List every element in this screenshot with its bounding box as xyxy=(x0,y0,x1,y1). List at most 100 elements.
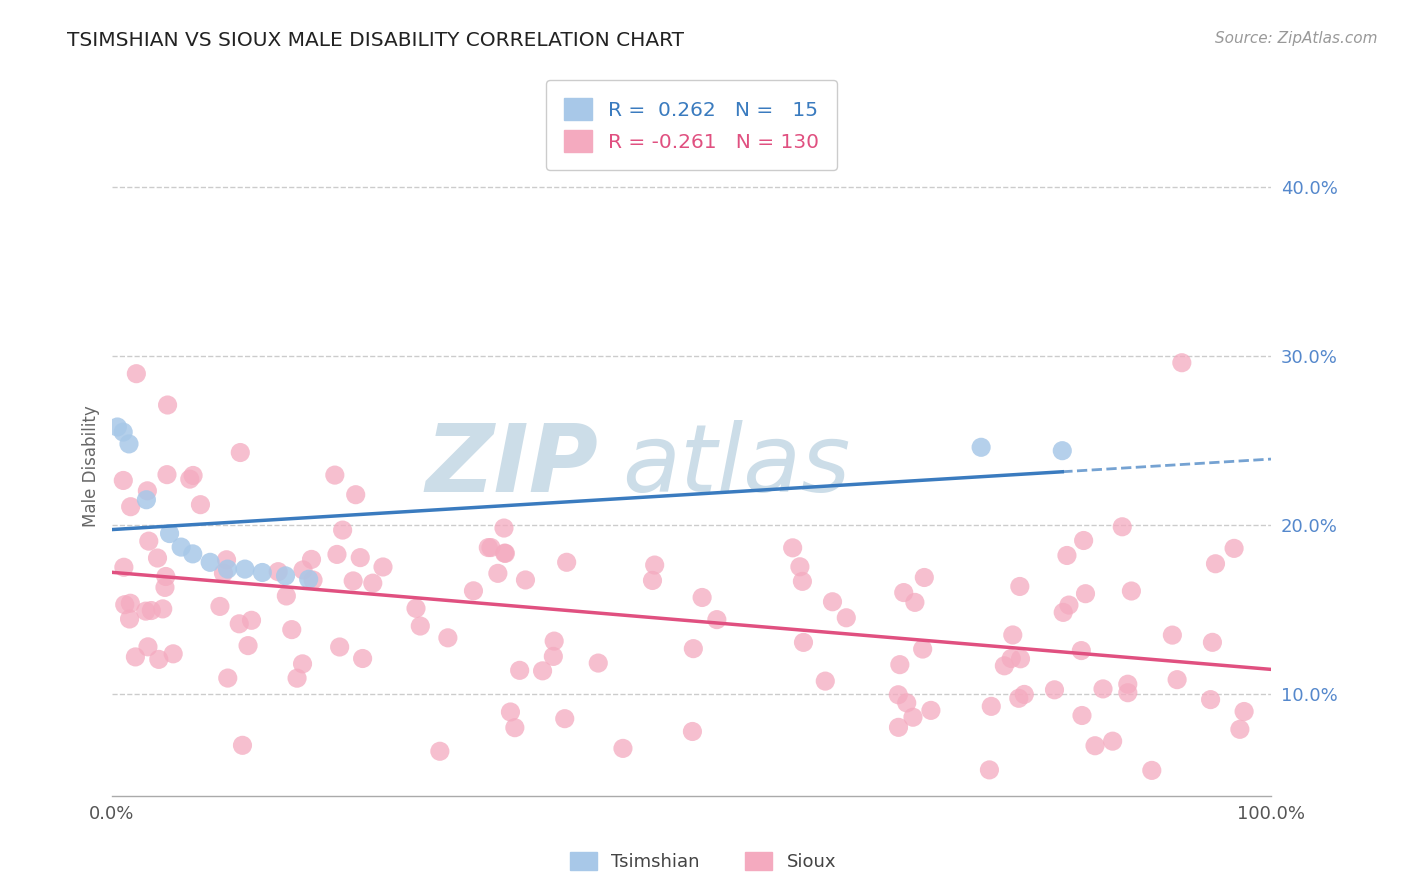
Point xyxy=(1201,635,1223,649)
Point xyxy=(911,642,934,657)
Point xyxy=(792,635,814,649)
Point xyxy=(292,563,315,577)
Point xyxy=(361,576,384,591)
Point xyxy=(1001,628,1024,642)
Point xyxy=(531,664,554,678)
Point xyxy=(980,699,1002,714)
Legend: R =  0.262   N =   15, R = -0.261   N = 130: R = 0.262 N = 15, R = -0.261 N = 130 xyxy=(546,80,837,170)
Point xyxy=(323,468,346,483)
Point xyxy=(554,712,576,726)
Point xyxy=(1073,533,1095,548)
Point xyxy=(893,585,915,599)
Point xyxy=(789,559,811,574)
Point xyxy=(1057,598,1080,612)
Point xyxy=(1070,643,1092,657)
Point xyxy=(1199,692,1222,706)
Point xyxy=(970,440,993,454)
Point xyxy=(682,641,704,656)
Point xyxy=(1084,739,1107,753)
Point xyxy=(285,671,308,685)
Point xyxy=(1161,628,1184,642)
Point xyxy=(231,739,253,753)
Point xyxy=(814,674,837,689)
Point xyxy=(1008,579,1031,593)
Point xyxy=(979,763,1001,777)
Point xyxy=(896,696,918,710)
Point xyxy=(291,657,314,671)
Point xyxy=(1043,682,1066,697)
Point xyxy=(1140,764,1163,778)
Point xyxy=(155,569,177,583)
Point xyxy=(782,541,804,555)
Point xyxy=(920,703,942,717)
Point xyxy=(252,566,274,580)
Point xyxy=(588,656,610,670)
Point xyxy=(1204,557,1226,571)
Point xyxy=(170,540,193,554)
Point xyxy=(329,640,352,654)
Point xyxy=(179,472,201,486)
Point xyxy=(233,562,256,576)
Point xyxy=(1052,443,1074,458)
Point xyxy=(1000,651,1022,665)
Text: TSIMSHIAN VS SIOUX MALE DISABILITY CORRELATION CHART: TSIMSHIAN VS SIOUX MALE DISABILITY CORRE… xyxy=(67,31,685,50)
Point xyxy=(492,521,515,535)
Point xyxy=(1233,705,1256,719)
Point xyxy=(889,657,911,672)
Point xyxy=(212,566,235,581)
Point xyxy=(198,555,221,569)
Point xyxy=(274,569,297,583)
Point xyxy=(181,547,204,561)
Point xyxy=(1121,584,1143,599)
Point xyxy=(267,565,290,579)
Point xyxy=(429,744,451,758)
Point xyxy=(1052,606,1074,620)
Point xyxy=(463,583,485,598)
Point xyxy=(1111,520,1133,534)
Point xyxy=(112,560,135,574)
Point xyxy=(644,558,666,572)
Point xyxy=(515,573,537,587)
Point xyxy=(181,468,204,483)
Point xyxy=(349,550,371,565)
Point xyxy=(612,741,634,756)
Point xyxy=(208,599,231,614)
Point xyxy=(301,552,323,566)
Point xyxy=(1171,356,1194,370)
Point xyxy=(120,500,142,514)
Point xyxy=(543,634,565,648)
Point xyxy=(281,623,304,637)
Point xyxy=(148,652,170,666)
Point xyxy=(141,603,163,617)
Point xyxy=(405,601,427,615)
Text: ZIP: ZIP xyxy=(426,420,599,512)
Point xyxy=(904,595,927,609)
Point xyxy=(993,658,1015,673)
Y-axis label: Male Disability: Male Disability xyxy=(83,405,100,527)
Point xyxy=(112,474,135,488)
Point xyxy=(118,612,141,626)
Point xyxy=(228,616,250,631)
Point xyxy=(509,663,531,677)
Point xyxy=(1166,673,1188,687)
Point xyxy=(342,574,364,588)
Point xyxy=(1101,734,1123,748)
Point xyxy=(409,619,432,633)
Point xyxy=(835,611,858,625)
Point xyxy=(494,546,516,560)
Point xyxy=(1056,549,1078,563)
Point xyxy=(159,526,181,541)
Point xyxy=(1116,677,1139,691)
Point xyxy=(135,492,157,507)
Point xyxy=(821,595,844,609)
Point xyxy=(146,551,169,566)
Point xyxy=(503,721,526,735)
Point xyxy=(690,591,713,605)
Point xyxy=(499,705,522,719)
Point xyxy=(217,562,239,576)
Point xyxy=(792,574,814,589)
Point xyxy=(912,570,935,584)
Point xyxy=(112,425,135,439)
Point xyxy=(156,467,179,482)
Point xyxy=(1223,541,1246,556)
